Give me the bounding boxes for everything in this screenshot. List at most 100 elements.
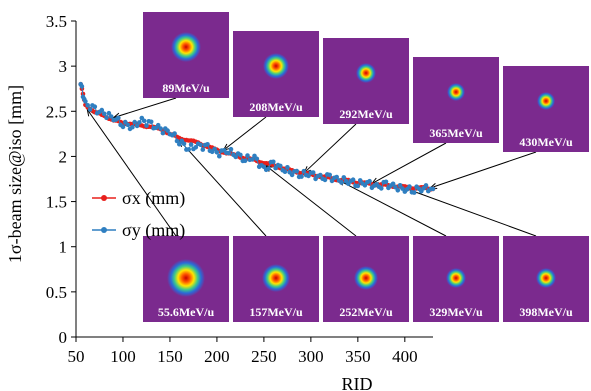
y-axis-label: 1σ-beam size@iso [mm] — [5, 85, 25, 263]
data-point — [177, 141, 182, 147]
data-point — [254, 156, 260, 162]
data-point — [289, 172, 295, 178]
annotation-arrow — [430, 151, 537, 189]
annotation-arrow — [401, 186, 537, 237]
legend-marker — [101, 195, 107, 201]
data-point — [104, 115, 109, 121]
data-point — [282, 169, 288, 174]
data-point — [249, 157, 255, 162]
data-point — [367, 178, 372, 184]
data-point — [329, 178, 335, 184]
x-tick-label: 250 — [251, 347, 277, 366]
annotation-arrow — [223, 116, 267, 151]
legend-label: σx (mm) — [122, 188, 185, 209]
data-point — [327, 172, 333, 178]
beam-spot — [263, 53, 289, 79]
data-point — [226, 150, 231, 156]
data-point — [278, 163, 283, 169]
data-point — [379, 186, 384, 191]
x-axis-label: RID — [342, 374, 373, 391]
data-point — [334, 174, 340, 180]
data-point — [144, 123, 149, 128]
energy-label: 398MeV/u — [519, 305, 573, 319]
y-tick-label: 2.5 — [46, 102, 67, 121]
data-point — [306, 173, 311, 179]
data-point — [188, 142, 194, 147]
beam-image: 89MeV/u — [143, 12, 229, 98]
data-point — [271, 159, 276, 165]
data-point — [205, 142, 210, 147]
y-tick-label: 2 — [59, 147, 68, 166]
y-tick-label: 0.5 — [46, 283, 67, 302]
energy-label: 252MeV/u — [339, 305, 393, 319]
data-point — [186, 147, 191, 152]
beam-spot — [446, 268, 466, 288]
annotation-arrow — [113, 97, 177, 119]
data-point — [217, 153, 222, 159]
data-point — [285, 165, 290, 170]
x-tick-label: 200 — [204, 347, 230, 366]
data-point — [165, 128, 170, 133]
data-point — [87, 107, 93, 112]
axes: 0 0.5 1 1.5 2 2.5 3 3.5 50 100 150 200 250 300 350 400 — [46, 12, 433, 366]
x-tick-label: 400 — [392, 347, 418, 366]
annotation-arrow — [178, 139, 267, 237]
energy-label: 329MeV/u — [429, 305, 483, 319]
data-point — [339, 180, 344, 185]
data-point — [134, 123, 140, 129]
data-point — [101, 111, 107, 116]
annotation-arrows — [86, 97, 537, 237]
data-point — [318, 172, 323, 178]
legend: σx (mm) σy (mm) — [92, 188, 185, 241]
y-tick-label: 1 — [59, 238, 68, 257]
annotation-arrow — [265, 165, 357, 237]
beam-spot — [354, 266, 378, 290]
data-point — [130, 124, 135, 130]
data-point — [238, 152, 243, 158]
beam-image: 252MeV/u — [323, 236, 409, 322]
energy-label: 55.6MeV/u — [158, 305, 215, 319]
data-point — [430, 186, 436, 192]
beam-image: 157MeV/u — [233, 236, 319, 322]
data-point — [148, 119, 154, 125]
data-point — [85, 103, 90, 108]
data-point — [99, 107, 105, 113]
data-point — [355, 183, 361, 189]
y-tick-label: 3 — [59, 57, 68, 76]
data-point — [214, 150, 220, 155]
x-tick-label: 300 — [298, 347, 324, 366]
beam-image: 208MeV/u — [233, 31, 319, 117]
annotation-arrow — [371, 142, 447, 184]
data-point — [158, 126, 163, 131]
x-tick-label: 100 — [110, 347, 136, 366]
data-point — [242, 158, 248, 164]
data-point — [116, 115, 121, 121]
beam-spot — [167, 259, 205, 297]
data-point — [383, 179, 389, 185]
data-point — [341, 175, 347, 180]
data-point — [106, 110, 112, 116]
data-point — [301, 168, 307, 174]
data-series — [78, 81, 436, 195]
y-tick-label: 1.5 — [46, 193, 67, 212]
annotation-arrow — [86, 109, 177, 237]
beam-image: 292MeV/u — [323, 38, 409, 124]
data-point — [141, 118, 147, 124]
data-point — [310, 170, 316, 175]
data-point — [393, 184, 398, 190]
data-point — [395, 188, 401, 193]
data-point — [233, 154, 238, 160]
data-point — [174, 138, 180, 144]
data-point — [407, 184, 412, 189]
y-tick-label: 0 — [59, 328, 68, 347]
beam-images: 89MeV/u 208MeV/u 292MeV/u 365MeV/u 430MeV/u 5… — [143, 12, 589, 322]
beam-spot — [447, 83, 465, 101]
data-point — [411, 190, 417, 195]
annotation-arrow — [303, 123, 357, 174]
data-point — [228, 146, 234, 152]
data-point — [79, 84, 85, 89]
beam-image: 365MeV/u — [413, 57, 499, 143]
beam-spot — [536, 268, 556, 288]
data-point — [397, 183, 403, 188]
